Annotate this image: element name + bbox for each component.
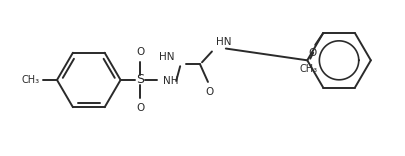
Text: NH: NH: [163, 76, 179, 86]
Text: O: O: [136, 47, 145, 57]
Text: O: O: [206, 87, 214, 97]
Text: HN: HN: [216, 37, 231, 47]
Text: CH₃: CH₃: [22, 75, 40, 85]
Text: CH₃: CH₃: [299, 63, 318, 73]
Text: S: S: [136, 73, 145, 86]
Text: HN: HN: [159, 52, 174, 62]
Text: O: O: [308, 48, 316, 58]
Text: O: O: [136, 102, 145, 113]
